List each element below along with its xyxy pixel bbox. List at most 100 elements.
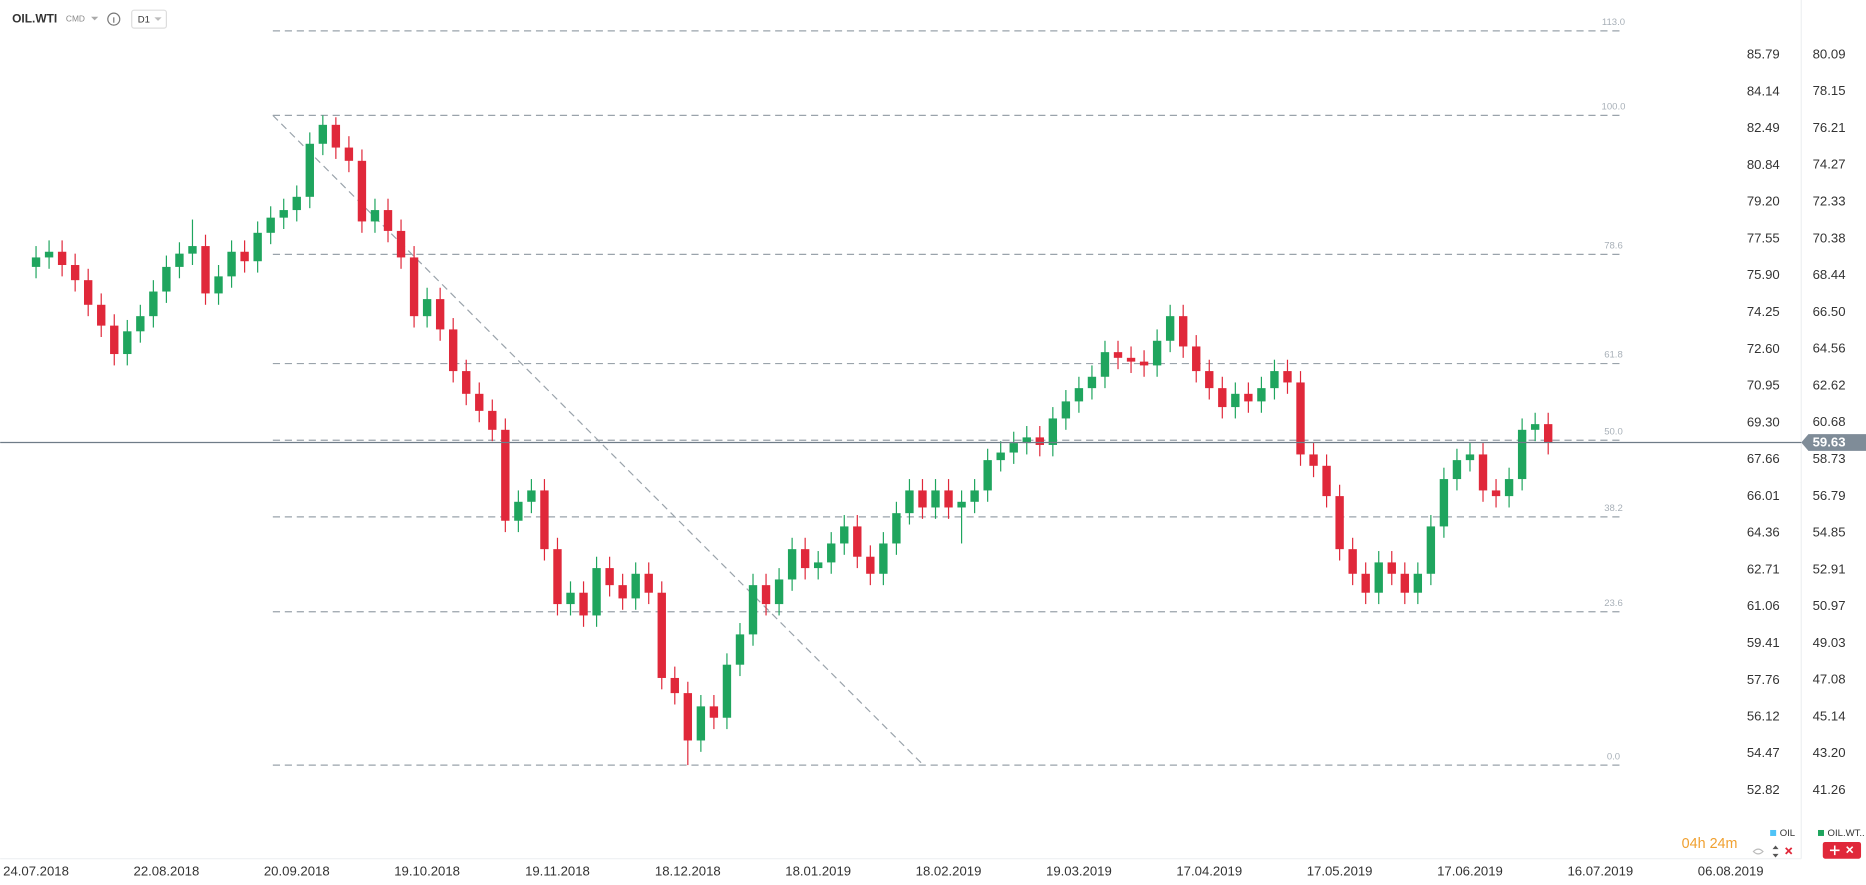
candle-body: [1179, 316, 1188, 347]
candle-body: [944, 490, 953, 508]
candle-body: [253, 232, 262, 262]
candle-body: [1530, 424, 1540, 430]
timer: 04h 24m: [1682, 836, 1738, 852]
candle-body: [214, 276, 223, 294]
candle-body: [1061, 401, 1071, 419]
candle-body: [1504, 479, 1514, 497]
timeframe-select[interactable]: [131, 9, 167, 29]
close-icon[interactable]: [1785, 847, 1793, 855]
candle-body: [931, 490, 940, 508]
fib-trend-line: [272, 114, 924, 766]
symbol[interactable]: OIL.WTI: [12, 11, 57, 25]
candle-body: [149, 291, 158, 317]
candle-body: [983, 460, 992, 491]
x-tick-label: 19.03.2019: [1046, 863, 1112, 878]
y2-tick-label: 59.41: [1747, 635, 1780, 650]
y-tick-label: 64.56: [1813, 341, 1846, 356]
trade-button-glyph: [1829, 845, 1854, 856]
y-tick-label: 60.68: [1813, 414, 1846, 429]
y-tick-label: 76.21: [1813, 120, 1846, 135]
y2-tick-label: 79.20: [1747, 194, 1780, 209]
candle-body: [462, 371, 471, 394]
candle-body: [162, 266, 171, 292]
y-tick-label: 68.44: [1813, 267, 1846, 282]
x-tick-label: 17.05.2019: [1307, 863, 1373, 878]
candle-body: [1139, 361, 1149, 366]
candle-body: [227, 251, 236, 277]
candle-body: [905, 490, 914, 514]
x-tick-label: 18.01.2019: [785, 863, 851, 878]
candle-body: [357, 160, 367, 222]
y-tick-label: 74.27: [1813, 157, 1846, 172]
y-tick-label: 78.15: [1813, 83, 1846, 98]
candle-body: [1152, 340, 1162, 366]
order-icon[interactable]: [1772, 845, 1779, 858]
candle-body: [1100, 352, 1110, 377]
trade-button[interactable]: [1822, 841, 1862, 859]
candle-body: [123, 331, 132, 355]
dropdown-caret[interactable]: [91, 16, 99, 21]
legend-swatch: [1770, 829, 1777, 836]
candle-body: [1192, 346, 1201, 372]
fib-label: 78.6: [1604, 241, 1623, 252]
candle-body: [1165, 316, 1175, 341]
candle-body: [514, 501, 523, 521]
candle-body: [1074, 388, 1084, 402]
candle-body: [1113, 352, 1123, 358]
candle-body: [370, 210, 380, 222]
candle-body: [1322, 465, 1331, 497]
market[interactable]: CMD: [66, 13, 85, 23]
candle-body: [1244, 393, 1253, 402]
candle-body: [1022, 437, 1031, 444]
candle-body: [592, 568, 601, 616]
candle-body: [305, 143, 314, 197]
candle-body: [970, 490, 979, 502]
candle-body: [1087, 376, 1097, 389]
eye-icon[interactable]: [1752, 848, 1764, 855]
candle-body: [527, 490, 536, 502]
candle-body: [396, 230, 406, 258]
y2-tick-label: 57.76: [1747, 672, 1780, 687]
candle-body: [605, 568, 614, 586]
y-tick-label: 52.91: [1813, 561, 1846, 576]
dropdown-caret[interactable]: [154, 17, 162, 21]
candle-body: [787, 549, 797, 580]
y2-tick-label: 64.36: [1747, 525, 1780, 540]
y-tick-label: 70.38: [1813, 230, 1846, 245]
candle-body: [553, 549, 562, 605]
y2-tick-label: 77.55: [1747, 230, 1780, 245]
candle-body: [1439, 479, 1449, 527]
x-tick-label: 19.11.2018: [525, 863, 590, 878]
candle-body: [1270, 371, 1279, 389]
candle-body: [566, 592, 575, 605]
candle-body: [1205, 371, 1214, 389]
y2-tick-label: 75.90: [1747, 267, 1780, 282]
y-tick-label: 66.50: [1813, 304, 1846, 319]
info-icon[interactable]: [107, 12, 121, 26]
candle-body: [136, 316, 145, 332]
y-tick-label: 58.73: [1813, 451, 1846, 466]
candle-body: [1387, 562, 1396, 574]
candle-body: [957, 501, 966, 508]
candle-body: [488, 410, 497, 430]
candle-body: [31, 257, 41, 267]
legend-label: OIL: [1780, 828, 1795, 839]
candle-body: [383, 210, 393, 231]
candle-body: [266, 217, 275, 233]
fib-label: 50.0: [1604, 426, 1623, 437]
candle-body: [748, 585, 758, 635]
fib-label: 61.8: [1604, 350, 1623, 361]
candle-body: [279, 210, 288, 218]
candle-body: [774, 579, 784, 605]
candle-body: [866, 556, 875, 574]
y2-tick-label: 54.47: [1747, 745, 1780, 760]
candle-body: [331, 124, 341, 148]
candle-body: [827, 543, 836, 563]
candle-body: [1361, 573, 1370, 593]
candle-body: [1426, 526, 1436, 574]
candle-body: [175, 253, 184, 267]
candle-body: [853, 526, 862, 557]
candle-body: [722, 664, 732, 718]
y2-tick-label: 72.60: [1747, 341, 1780, 356]
